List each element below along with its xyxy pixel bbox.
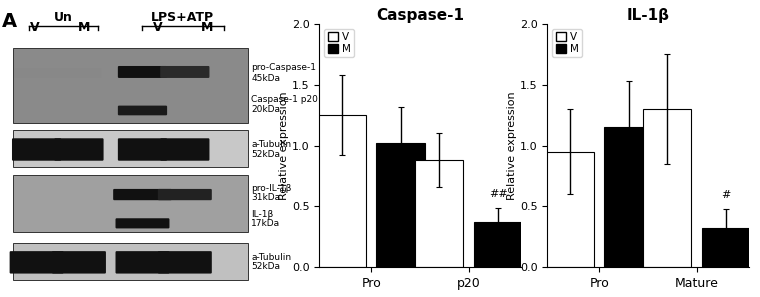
Title: Caspase-1: Caspase-1 xyxy=(376,8,464,23)
FancyBboxPatch shape xyxy=(57,68,101,78)
Bar xyxy=(415,160,464,267)
Text: Un: Un xyxy=(54,11,73,24)
Text: 31kDa: 31kDa xyxy=(251,193,280,203)
FancyBboxPatch shape xyxy=(116,218,169,228)
FancyBboxPatch shape xyxy=(13,175,249,232)
FancyBboxPatch shape xyxy=(158,251,212,274)
Text: a-Tubulin: a-Tubulin xyxy=(251,252,291,262)
FancyBboxPatch shape xyxy=(118,106,167,115)
Text: IL-1β: IL-1β xyxy=(251,210,274,219)
FancyBboxPatch shape xyxy=(10,251,64,274)
Bar xyxy=(701,228,750,267)
FancyBboxPatch shape xyxy=(113,189,172,200)
Bar xyxy=(604,127,653,267)
Text: A: A xyxy=(2,12,17,31)
Text: Caspase-1 p20: Caspase-1 p20 xyxy=(251,95,318,104)
Text: LPS+ATP: LPS+ATP xyxy=(151,11,214,24)
Text: 52kDa: 52kDa xyxy=(251,150,280,159)
FancyBboxPatch shape xyxy=(14,68,59,78)
Text: V: V xyxy=(154,21,163,34)
Bar xyxy=(376,143,425,267)
Text: pro-IL-1β: pro-IL-1β xyxy=(251,184,292,193)
FancyBboxPatch shape xyxy=(158,189,212,200)
FancyBboxPatch shape xyxy=(160,66,210,78)
FancyBboxPatch shape xyxy=(54,138,103,161)
Text: 17kDa: 17kDa xyxy=(251,219,280,228)
Bar xyxy=(546,152,594,267)
Text: 45kDa: 45kDa xyxy=(251,74,280,83)
Y-axis label: Relative expression: Relative expression xyxy=(279,91,289,200)
Text: a-Tubulin: a-Tubulin xyxy=(251,140,291,149)
Bar xyxy=(643,109,692,267)
Text: M: M xyxy=(78,21,90,34)
Text: 52kDa: 52kDa xyxy=(251,263,280,271)
FancyBboxPatch shape xyxy=(52,251,106,274)
Legend: V, M: V, M xyxy=(325,29,354,57)
Text: M: M xyxy=(201,21,214,34)
FancyBboxPatch shape xyxy=(12,138,62,161)
Legend: V, M: V, M xyxy=(553,29,582,57)
Y-axis label: Relative expression: Relative expression xyxy=(507,91,517,200)
Bar xyxy=(318,115,366,267)
FancyBboxPatch shape xyxy=(116,251,169,274)
FancyBboxPatch shape xyxy=(118,66,167,78)
Text: 20kDa: 20kDa xyxy=(251,105,280,114)
FancyBboxPatch shape xyxy=(13,130,249,167)
Text: pro-Caspase-1: pro-Caspase-1 xyxy=(251,63,316,72)
FancyBboxPatch shape xyxy=(118,138,167,161)
Text: #: # xyxy=(721,190,730,200)
FancyBboxPatch shape xyxy=(160,138,210,161)
Title: IL-1β: IL-1β xyxy=(626,8,670,23)
FancyBboxPatch shape xyxy=(13,243,249,280)
Bar xyxy=(473,222,522,267)
FancyBboxPatch shape xyxy=(13,48,249,123)
Text: V: V xyxy=(30,21,40,34)
Text: ##: ## xyxy=(489,189,508,199)
